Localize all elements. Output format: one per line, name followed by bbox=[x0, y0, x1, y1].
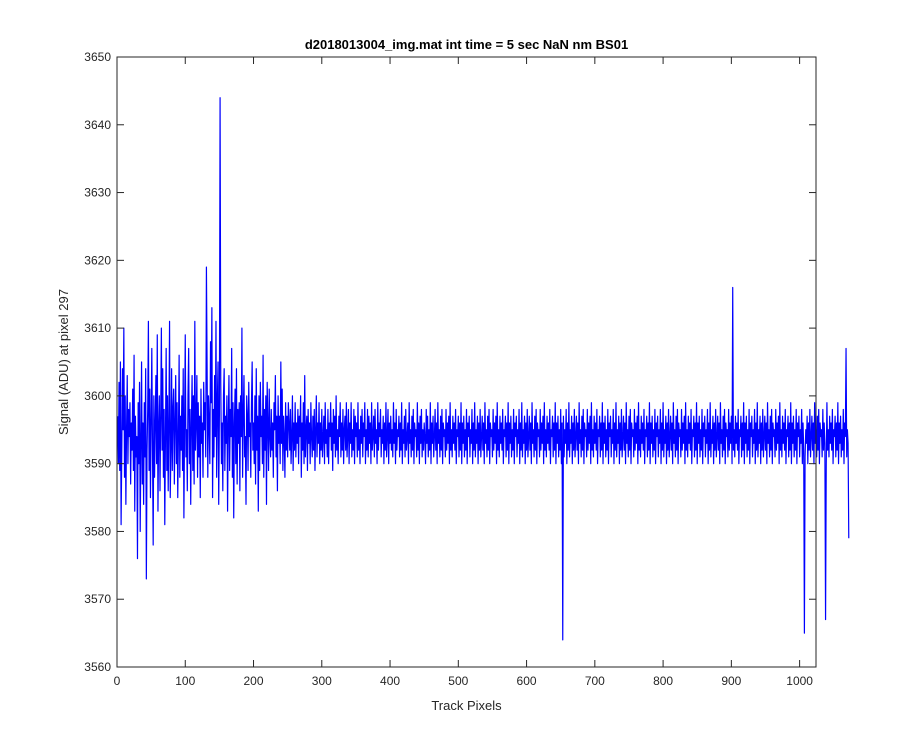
y-tick-label: 3620 bbox=[84, 253, 111, 267]
x-tick-label: 400 bbox=[380, 674, 400, 688]
x-tick-label: 1000 bbox=[786, 674, 813, 688]
y-tick-label: 3630 bbox=[84, 186, 111, 200]
x-axis-label: Track Pixels bbox=[431, 698, 502, 713]
y-tick-label: 3570 bbox=[84, 592, 111, 606]
y-tick-label: 3590 bbox=[84, 457, 111, 471]
x-tick-label: 300 bbox=[312, 674, 332, 688]
x-tick-label: 0 bbox=[114, 674, 121, 688]
x-tick-label: 800 bbox=[653, 674, 673, 688]
axes-box bbox=[116, 56, 817, 668]
y-axis-label: Signal (ADU) at pixel 297 bbox=[56, 289, 71, 435]
x-tick-label: 600 bbox=[517, 674, 537, 688]
x-tick-label: 100 bbox=[175, 674, 195, 688]
y-tick-label: 3610 bbox=[84, 321, 111, 335]
y-tick-label: 3580 bbox=[84, 524, 111, 538]
x-tick-label: 200 bbox=[244, 674, 264, 688]
axes-background bbox=[117, 57, 816, 667]
series-layer bbox=[117, 97, 850, 641]
series-line-0 bbox=[117, 97, 850, 641]
x-tick-label: 900 bbox=[721, 674, 741, 688]
x-tick-label: 700 bbox=[585, 674, 605, 688]
y-tick-label: 3560 bbox=[84, 660, 111, 674]
y-tick-label: 3650 bbox=[84, 50, 111, 64]
y-tick-label: 3640 bbox=[84, 118, 111, 132]
chart-title: d2018013004_img.mat int time = 5 sec NaN… bbox=[305, 37, 628, 52]
y-tick-label: 3600 bbox=[84, 389, 111, 403]
tick-layer: 0 100 200 300 400 500 600 700 800 900 1000 3560 3570… bbox=[84, 50, 816, 688]
x-tick-label: 500 bbox=[448, 674, 468, 688]
